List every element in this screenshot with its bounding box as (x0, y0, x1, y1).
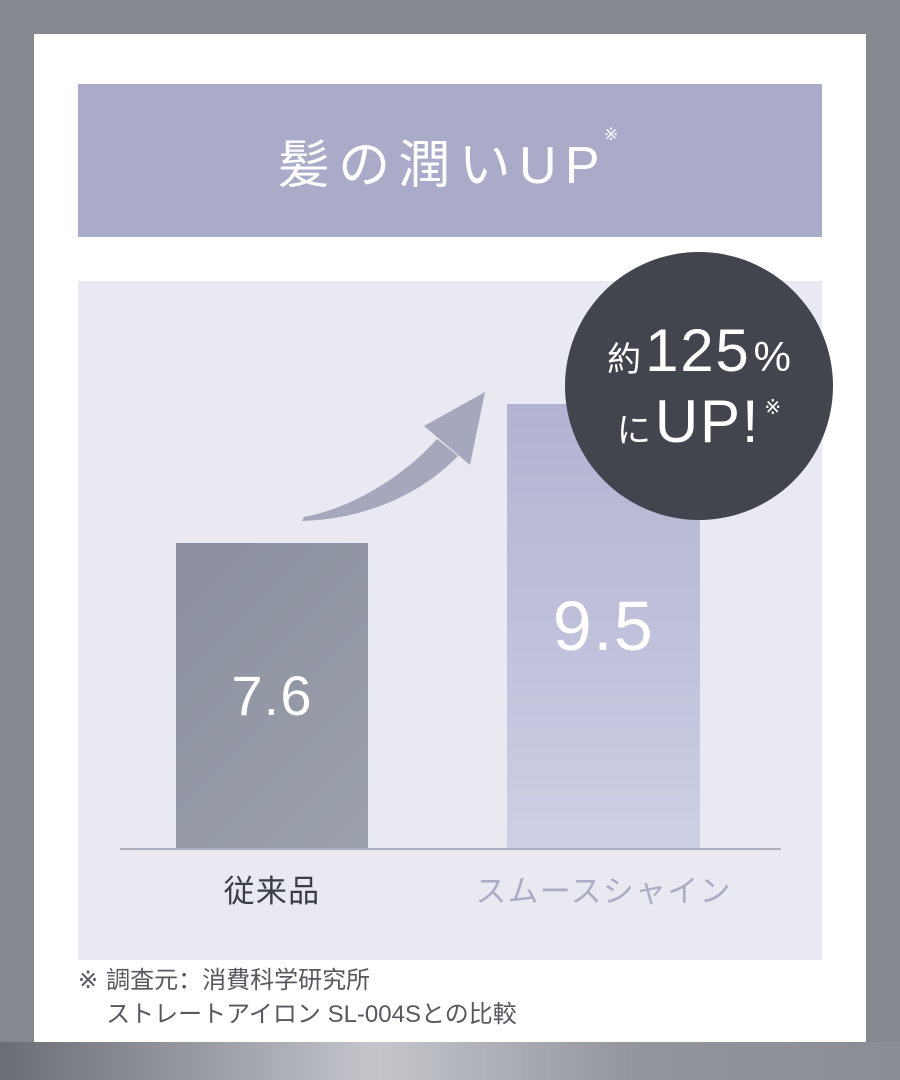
badge-prefix: 約 (607, 341, 642, 379)
title-note-mark: ※ (603, 125, 619, 144)
category-label-smooth-shine: スムースシャイン (475, 874, 732, 909)
bar-value-smooth-shine: 9.5 (552, 587, 655, 665)
footnote: ※ 調査元：消費科学研究所 ストレートアイロン SL-004Sとの比較 (78, 964, 517, 1032)
badge-line-1: 約 125% (607, 319, 791, 382)
badge-line2-prefix: に (616, 412, 651, 450)
bar-conventional: 7.6 (176, 543, 368, 848)
category-label-conventional: 従来品 (223, 874, 321, 909)
badge-percent-value: 125 (645, 317, 751, 384)
title-banner: 髪の潤いUP※ (78, 84, 822, 237)
percentage-badge: 約 125% に UP! ※ (565, 252, 833, 520)
badge-note-mark: ※ (764, 397, 782, 419)
badge-up-text: UP! (654, 388, 761, 455)
bar-value-conventional: 7.6 (231, 664, 313, 727)
footnote-line-2: ストレートアイロン SL-004Sとの比較 (106, 1001, 517, 1028)
x-axis-baseline (120, 848, 781, 850)
footnote-mark: ※ (78, 967, 99, 994)
footnote-lines: 調査元：消費科学研究所 ストレートアイロン SL-004Sとの比較 (106, 964, 517, 1032)
badge-percent-sign: % (753, 333, 791, 380)
page-title-text: 髪の潤いUP (277, 137, 608, 195)
page-title: 髪の潤いUP※ (278, 123, 622, 198)
badge-line-2: に UP! ※ (617, 390, 781, 453)
footnote-line-1: 調査元：消費科学研究所 (106, 967, 371, 994)
